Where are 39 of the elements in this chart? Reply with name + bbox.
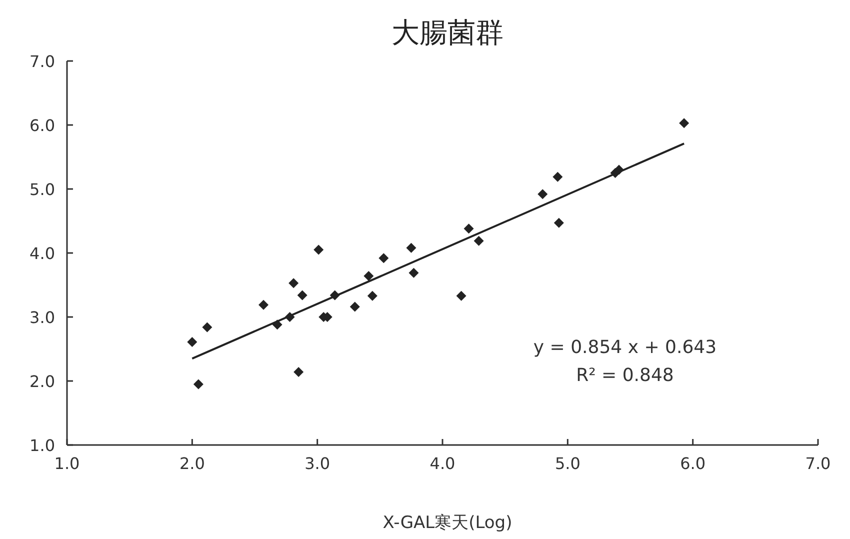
point bbox=[288, 278, 299, 288]
point bbox=[474, 236, 484, 246]
point bbox=[364, 271, 374, 282]
point bbox=[350, 302, 360, 312]
x-tick-label: 2.0 bbox=[179, 454, 205, 473]
x-tick-label: 4.0 bbox=[430, 454, 456, 473]
point bbox=[297, 290, 308, 300]
point bbox=[552, 172, 563, 182]
point bbox=[294, 367, 304, 378]
y-tick-label: 4.0 bbox=[30, 244, 55, 263]
point bbox=[378, 253, 389, 264]
point bbox=[679, 118, 690, 128]
point bbox=[538, 189, 548, 200]
x-tick-label: 3.0 bbox=[304, 454, 330, 473]
point bbox=[187, 336, 198, 347]
x-tick-label: 6.0 bbox=[680, 454, 706, 473]
y-tick-label: 1.0 bbox=[30, 436, 55, 455]
point bbox=[456, 290, 466, 301]
x-axis-title: X-GAL寒天(Log) bbox=[382, 513, 512, 533]
point bbox=[367, 290, 378, 301]
y-tick-label: 7.0 bbox=[30, 52, 55, 71]
chart-title: 大腸菌群 bbox=[392, 16, 504, 49]
y-tick-label: 2.0 bbox=[30, 372, 55, 391]
x-tick-label: 5.0 bbox=[554, 454, 580, 473]
annotation: y = 0.854 x + 0.643 bbox=[533, 337, 717, 358]
x-tick-label: 7.0 bbox=[805, 454, 831, 473]
point bbox=[314, 244, 324, 255]
point bbox=[406, 242, 416, 253]
y-tick-label: 6.0 bbox=[30, 116, 55, 135]
y-tick-label: 3.0 bbox=[30, 308, 55, 327]
point bbox=[202, 322, 212, 332]
point bbox=[193, 379, 204, 390]
y-tick-label: 5.0 bbox=[30, 180, 55, 199]
x-tick-label: 1.0 bbox=[54, 454, 80, 473]
point bbox=[408, 268, 419, 278]
point bbox=[464, 224, 474, 234]
point bbox=[554, 218, 564, 228]
annotation: R² = 0.848 bbox=[576, 365, 674, 386]
point bbox=[258, 300, 269, 310]
